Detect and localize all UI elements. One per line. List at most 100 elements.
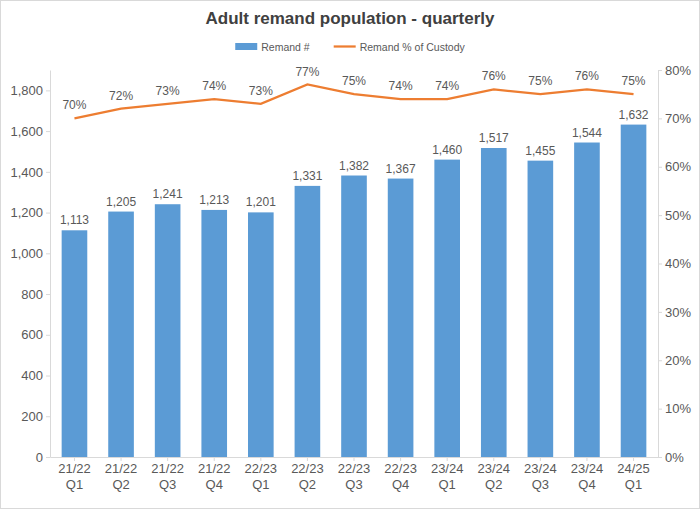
legend-item: Remand % of Custody — [334, 41, 466, 53]
tick: 22/23Q3 — [338, 457, 371, 492]
tick-label-line: 21/22 — [105, 461, 138, 476]
tick-mark — [658, 264, 662, 265]
tick-label-line: Q1 — [625, 477, 642, 492]
tick-label-line: Q2 — [299, 477, 316, 492]
tick: 600 — [21, 327, 50, 342]
tick-label: 10% — [665, 401, 691, 416]
tick: 1,400 — [10, 165, 50, 180]
bar — [155, 204, 181, 457]
bar — [388, 179, 414, 457]
tick-label: 21/22Q2 — [105, 461, 138, 492]
tick-label: 21/22Q3 — [151, 461, 184, 492]
data-label: 77% — [295, 65, 319, 79]
tick: 22/23Q1 — [245, 457, 278, 492]
tick-mark — [658, 118, 662, 119]
legend-swatch — [334, 45, 356, 47]
tick: 0 — [36, 450, 50, 465]
tick-label: 0% — [665, 450, 684, 465]
tick: 70% — [658, 111, 691, 126]
tick: 21/22Q2 — [105, 457, 138, 492]
tick: 200 — [21, 409, 50, 424]
tick-label: 23/24Q3 — [524, 461, 557, 492]
y2-axis: 0% 10% 20% 30% 40% 50% 60% 70% 80% — [658, 63, 691, 465]
tick-label-line: Q1 — [439, 477, 456, 492]
tick: 22/23Q4 — [384, 457, 417, 492]
y-axis: 02004006008001,0001,2001,4001,6001,800 — [10, 71, 50, 465]
tick-label-line: Q2 — [485, 477, 502, 492]
tick-label: 1,600 — [10, 124, 43, 139]
tick: 1,800 — [10, 83, 50, 98]
tick-mark — [658, 70, 662, 71]
tick-label: 21/22Q1 — [58, 461, 91, 492]
tick-label: 0 — [36, 450, 43, 465]
tick: 10% — [658, 401, 691, 416]
tick-label-line: 21/22 — [151, 461, 184, 476]
tick-mark — [658, 457, 662, 458]
tick-label: 22/23Q2 — [291, 461, 324, 492]
tick-label: 22/23Q4 — [384, 461, 417, 492]
data-label: 1,382 — [339, 159, 369, 173]
data-label: 73% — [156, 84, 180, 98]
tick: 23/24Q1 — [431, 457, 464, 492]
tick-mark — [658, 167, 662, 168]
tick: 60% — [658, 159, 691, 174]
tick-label: 50% — [665, 208, 691, 223]
tick-label-line: Q2 — [112, 477, 129, 492]
tick-label-line: Q1 — [66, 477, 83, 492]
tick-label-line: 23/24 — [431, 461, 464, 476]
tick-label-line: 21/22 — [198, 461, 231, 476]
tick-mark — [46, 457, 50, 458]
tick: 40% — [658, 256, 691, 271]
tick-mark — [658, 312, 662, 313]
data-label: 74% — [389, 79, 413, 93]
tick-label: 23/24Q1 — [431, 461, 464, 492]
tick-mark — [46, 335, 50, 336]
tick-label-line: 23/24 — [524, 461, 557, 476]
tick-mark — [46, 131, 50, 132]
data-label: 75% — [622, 74, 646, 88]
tick-label-line: 22/23 — [291, 461, 324, 476]
tick: 21/22Q3 — [151, 457, 184, 492]
tick-mark — [46, 172, 50, 173]
tick-label-line: 21/22 — [58, 461, 91, 476]
legend: Remand #Remand % of Custody — [235, 41, 465, 53]
tick: 400 — [21, 368, 50, 383]
data-label: 1,544 — [572, 126, 602, 140]
tick-label: 23/24Q4 — [571, 461, 604, 492]
tick: 24/25Q1 — [617, 457, 650, 492]
tick-label: 1,400 — [10, 165, 43, 180]
title: Adult remand population - quarterly — [205, 9, 495, 28]
tick-label-line: 24/25 — [617, 461, 650, 476]
tick-label: 20% — [665, 353, 691, 368]
bar — [341, 176, 367, 457]
data-labels: 1,1131,2051,2411,2131,2011,3311,3821,367… — [60, 65, 649, 228]
tick-label-line: 22/23 — [384, 461, 417, 476]
data-label: 1,113 — [60, 213, 89, 227]
tick-mark — [46, 213, 50, 214]
data-label: 73% — [249, 84, 273, 98]
data-label: 75% — [528, 74, 552, 88]
tick-mark — [658, 409, 662, 410]
tick-label-line: Q3 — [159, 477, 176, 492]
legend-swatch — [235, 43, 257, 50]
tick-label: 80% — [665, 63, 691, 78]
tick-mark — [658, 360, 662, 361]
data-label: 1,213 — [199, 193, 229, 207]
tick-label-line: Q4 — [578, 477, 595, 492]
tick-mark — [46, 90, 50, 91]
bar — [108, 212, 134, 457]
tick-mark — [46, 416, 50, 417]
x-axis: 21/22Q121/22Q221/22Q321/22Q422/23Q122/23… — [51, 457, 659, 492]
tick-label: 22/23Q3 — [338, 461, 371, 492]
tick-label: 200 — [21, 409, 43, 424]
bar — [434, 160, 460, 457]
tick: 1,200 — [10, 205, 50, 220]
bar — [621, 125, 647, 457]
data-label: 1,367 — [386, 162, 416, 176]
tick: 23/24Q3 — [524, 457, 557, 492]
tick-label-line: 23/24 — [571, 461, 604, 476]
tick-label: 400 — [21, 368, 43, 383]
chart-border — [1, 1, 700, 509]
tick: 30% — [658, 305, 691, 320]
tick-label: 60% — [665, 159, 691, 174]
